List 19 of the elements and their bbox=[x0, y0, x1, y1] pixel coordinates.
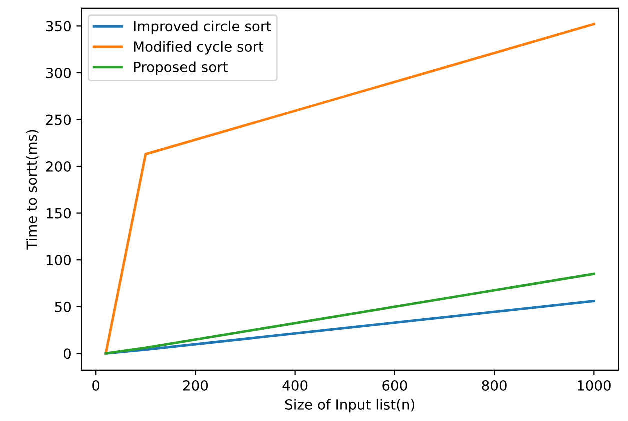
x-tick-label: 800 bbox=[482, 380, 507, 391]
x-tick-label: 1000 bbox=[578, 380, 611, 391]
y-tick-label: 50 bbox=[55, 302, 71, 312]
x-tick-label: 200 bbox=[183, 380, 208, 391]
y-tick-label: 200 bbox=[46, 161, 71, 172]
legend-label: Proposed sort bbox=[134, 62, 228, 76]
y-tick-label: 300 bbox=[46, 68, 71, 78]
y-tick-label: 250 bbox=[46, 114, 71, 126]
y-axis-title: Time to sortt(ms) bbox=[26, 130, 39, 250]
x-tick-label: 600 bbox=[382, 380, 408, 391]
x-axis-title: Size of Input list(n) bbox=[285, 399, 414, 413]
legend-label: Improved circle sort bbox=[134, 20, 272, 34]
y-tick-label: 0 bbox=[64, 348, 71, 360]
legend-label: Modified cycle sort bbox=[134, 41, 264, 55]
y-tick-label: 100 bbox=[46, 255, 71, 266]
x-tick-label: 400 bbox=[282, 380, 308, 391]
x-tick-label: 0 bbox=[92, 380, 100, 391]
y-tick-label: 350 bbox=[46, 21, 71, 32]
y-tick-label: 150 bbox=[46, 208, 71, 219]
